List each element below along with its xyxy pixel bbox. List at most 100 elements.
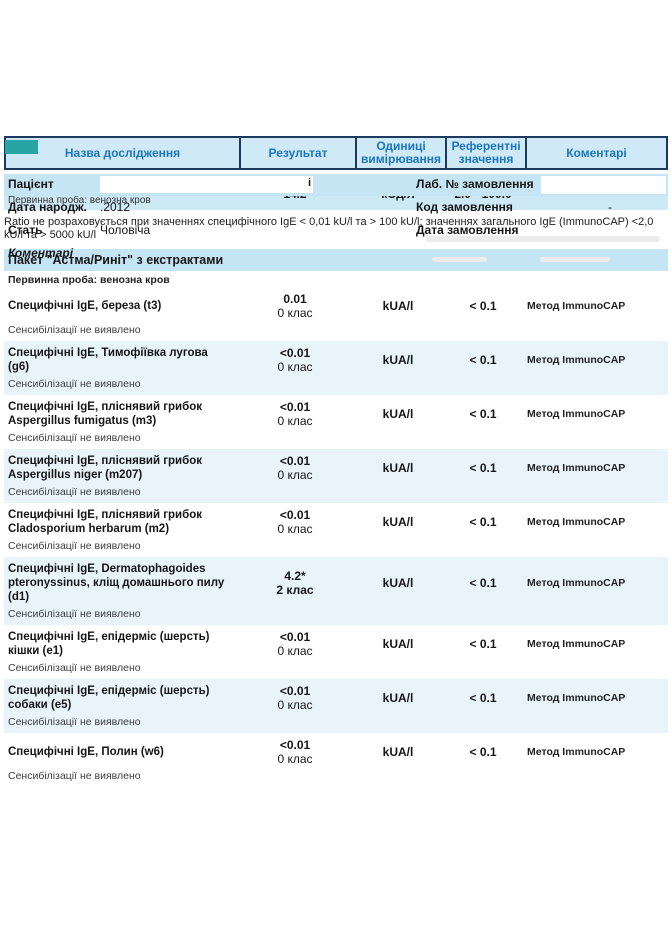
- test-name: Специфічні IgE, Полин (w6): [8, 746, 164, 758]
- test-unit: kUA/l: [382, 515, 414, 529]
- test-reference: < 0.1: [469, 576, 497, 590]
- lab-order-number-label: Лаб. № замовлення: [416, 177, 534, 191]
- test-row-d1: Специфічні IgE, Dermatophagoides pterony…: [4, 557, 668, 625]
- test-name: Специфічні IgE, береза (t3): [8, 300, 162, 312]
- test-result: <0.01: [279, 346, 311, 360]
- sensitization-note: Сенсибілізації не виявлено: [8, 432, 141, 444]
- test-class: 0 клас: [277, 644, 313, 658]
- test-reference: < 0.1: [469, 407, 497, 421]
- test-class: 0 клас: [277, 752, 313, 766]
- sensitization-note: Сенсибілізації не виявлено: [8, 540, 141, 552]
- test-rows: Специфічні IgE, береза (t3) 0.01 0 клас k…: [4, 287, 668, 787]
- test-unit: kUA/l: [382, 353, 414, 367]
- test-class: 0 клас: [277, 306, 313, 320]
- test-method: Метод ImmunoCAP: [527, 462, 626, 474]
- header-units: Одиниці вимірювання: [355, 138, 445, 168]
- redacted-artifact: [425, 236, 660, 242]
- patient-name-redacted-box: і: [100, 176, 313, 193]
- test-name: Специфічні IgE, Dermatophagoides pterony…: [8, 563, 225, 603]
- test-method: Метод ImmunoCAP: [527, 516, 626, 528]
- header-reference: Референтні значення: [445, 138, 525, 168]
- test-reference: < 0.1: [469, 691, 497, 705]
- test-method: Метод ImmunoCAP: [527, 300, 626, 312]
- test-row-m3: Специфічні IgE, пліснявий грибок Aspergi…: [4, 395, 668, 449]
- order-date-label: Дата замовлення: [416, 223, 519, 237]
- test-row-g6: Специфічні IgE, Тимофіївка лугова (g6) <…: [4, 341, 668, 395]
- test-row-e1: Специфічні IgE, епідерміс (шерсть) кішки…: [4, 625, 668, 679]
- test-method: Метод ImmunoCAP: [527, 354, 626, 366]
- results-table-header: Назва дослідження Результат Одиниці вимі…: [4, 136, 668, 170]
- sex-label: Стать: [8, 223, 43, 237]
- test-unit: kUA/l: [382, 461, 414, 475]
- test-class: 0 клас: [277, 698, 313, 712]
- dob-label: Дата народж.: [8, 200, 87, 214]
- total-ige-sample: Первинна проба: венозна кров: [8, 194, 151, 206]
- test-method: Метод ImmunoCAP: [527, 577, 626, 589]
- test-class: 0 клас: [277, 414, 313, 428]
- order-code-label: Код замовлення: [416, 200, 513, 214]
- sensitization-note: Сенсибілізації не виявлено: [8, 486, 141, 498]
- panel-sample-note: Первинна проба: венозна кров: [8, 274, 170, 286]
- sensitization-note: Сенсибілізації не виявлено: [8, 608, 141, 620]
- test-row-m2: Специфічні IgE, пліснявий грибок Cladosp…: [4, 503, 668, 557]
- test-unit: kUA/l: [382, 299, 414, 313]
- test-unit: kUA/l: [382, 407, 414, 421]
- test-reference: < 0.1: [469, 353, 497, 367]
- panel-section-header: Пакет "Астма/Риніт" з екстрактами: [4, 249, 668, 271]
- test-method: Метод ImmunoCAP: [527, 692, 626, 704]
- test-name: Специфічні IgE, епідерміс (шерсть) собак…: [8, 685, 210, 711]
- test-result: <0.01: [279, 454, 311, 468]
- test-unit: kUA/l: [382, 691, 414, 705]
- test-name: Специфічні IgE, пліснявий грибок Aspergi…: [8, 455, 203, 481]
- header-comments: Коментарі: [525, 138, 666, 168]
- dob-value: .2012: [100, 200, 131, 214]
- test-unit: kUA/l: [382, 745, 414, 759]
- patient-bar: Пацієнт і Лаб. № замовлення: [4, 174, 668, 196]
- header-result: Результат: [239, 138, 355, 168]
- sensitization-note: Сенсибілізації не виявлено: [8, 770, 141, 782]
- test-unit: kUA/l: [382, 637, 414, 651]
- test-name: Специфічні IgE, пліснявий грибок Cladosp…: [8, 509, 203, 535]
- test-name: Специфічні IgE, епідерміс (шерсть) кішки…: [8, 631, 210, 657]
- test-result: <0.01: [279, 738, 311, 752]
- test-name: Специфічні IgE, пліснявий грибок Aspergi…: [8, 401, 203, 427]
- test-method: Метод ImmunoCAP: [527, 638, 626, 650]
- patient-info-section: Пацієнт і Лаб. № замовлення Дата народж.…: [0, 174, 672, 265]
- redacted-artifact: [432, 257, 487, 262]
- lab-report-page: Пацієнт і Лаб. № замовлення Дата народж.…: [0, 136, 672, 936]
- patient-name-remnant: і: [307, 177, 311, 189]
- test-class: 0 клас: [277, 360, 313, 374]
- sex-row: Стать Чоловіча Дата замовлення: [4, 219, 668, 242]
- sensitization-note: Сенсибілізації не виявлено: [8, 378, 141, 390]
- sensitization-note: Сенсибілізації не виявлено: [8, 324, 141, 336]
- sensitization-note: Сенсибілізації не виявлено: [8, 662, 141, 674]
- test-result: <0.01: [279, 684, 311, 698]
- sex-value: Чоловіча: [100, 223, 151, 237]
- ratio-note: Ratio не розраховується при значеннях сп…: [4, 216, 654, 241]
- test-result: <0.01: [279, 400, 311, 414]
- test-row-w6: Специфічні IgE, Полин (w6) <0.01 0 клас k…: [4, 733, 668, 787]
- logo-mark: [5, 140, 38, 154]
- dob-row: Дата народж. .2012 Код замовлення -: [4, 196, 668, 219]
- comments-row: Коментарі: [4, 242, 668, 265]
- header-test-name: Назва дослідження: [64, 145, 181, 160]
- sensitization-note: Сенсибілізації не виявлено: [8, 716, 141, 728]
- test-reference: < 0.1: [469, 461, 497, 475]
- comments-label: Коментарі: [8, 246, 74, 260]
- test-reference: < 0.1: [469, 637, 497, 651]
- test-result: <0.01: [279, 508, 311, 522]
- test-result: <0.01: [279, 630, 311, 644]
- test-reference: < 0.1: [469, 745, 497, 759]
- test-method: Метод ImmunoCAP: [527, 408, 626, 420]
- test-result: 4.2*: [284, 569, 306, 583]
- redacted-artifact: [540, 257, 610, 262]
- test-reference: < 0.1: [469, 299, 497, 313]
- order-code-value: -: [608, 200, 612, 214]
- test-method: Метод ImmunoCAP: [527, 746, 626, 758]
- test-class: 2 клас: [276, 583, 314, 597]
- test-row-t3: Специфічні IgE, береза (t3) 0.01 0 клас k…: [4, 287, 668, 341]
- test-name: Специфічні IgE, Тимофіївка лугова (g6): [8, 347, 208, 373]
- test-row-e5: Специфічні IgE, епідерміс (шерсть) собак…: [4, 679, 668, 733]
- patient-label: Пацієнт: [8, 177, 54, 191]
- lab-order-number-redacted-box: [541, 176, 666, 194]
